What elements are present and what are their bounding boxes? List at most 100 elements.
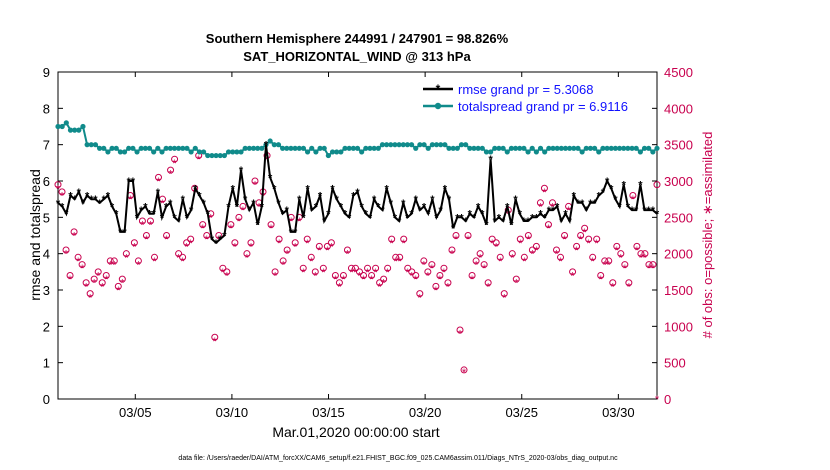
totalspread-point: [205, 152, 211, 159]
rmse-point: *: [617, 201, 622, 213]
totalspread-point: [463, 142, 469, 148]
rmse-point: *: [56, 198, 61, 210]
obs-possible-point: [532, 242, 540, 250]
totalspread-point: [196, 149, 203, 155]
rmse-point: *: [77, 187, 82, 199]
rmse-point: *: [97, 198, 102, 210]
totalspread-point: [209, 152, 215, 159]
obs-assimilated-point: *: [490, 238, 495, 250]
rmse-point: *: [459, 212, 464, 224]
totalspread-point: [246, 145, 252, 151]
obs-assimilated-point: *: [450, 249, 455, 261]
rmse-point: *: [642, 205, 647, 217]
obs-assimilated-point: *: [582, 227, 587, 239]
obs-possible-point: [279, 257, 287, 265]
obs-possible-point: [323, 242, 331, 250]
obs-assimilated-point: *: [615, 245, 620, 257]
legend: * rmse grand pr = 5.3068 totalspread gra…: [418, 78, 650, 118]
obs-assimilated-point: *: [526, 234, 531, 246]
rmse-point: *: [418, 205, 423, 217]
obs-assimilated-point: *: [229, 223, 234, 235]
obs-possible-point: [372, 264, 380, 272]
obs-assimilated-point: *: [237, 216, 242, 228]
y-tick-label: 9: [43, 65, 50, 80]
chart-title: Southern Hemisphere 244991 / 247901 = 98…: [206, 31, 509, 46]
rmse-point: *: [264, 140, 269, 152]
obs-possible-point: [86, 290, 94, 298]
totalspread-point: [329, 149, 336, 155]
obs-possible-point: [400, 235, 408, 243]
totalspread-point: [59, 123, 65, 130]
obs-possible-point: [142, 232, 150, 239]
chart-subtitle: SAT_HORIZONTAL_WIND @ 313 hPa: [243, 49, 471, 64]
totalspread-point: [458, 142, 465, 148]
rmse-point: *: [634, 205, 639, 217]
rmse-point: *: [538, 209, 543, 221]
rmse-point: *: [106, 191, 111, 203]
obs-assimilated-point: *: [651, 263, 656, 275]
rmse-point: *: [60, 201, 65, 213]
obs-possible-point: [516, 235, 524, 243]
rmse-point: *: [505, 201, 510, 213]
rmse-point: *: [580, 198, 585, 210]
rmse-point: *: [68, 191, 73, 203]
rmse-point: *: [547, 205, 552, 217]
obs-possible-point: [617, 250, 625, 258]
obs-possible-point: [585, 235, 593, 243]
rmse-point: *: [289, 227, 294, 239]
rmse-point: *: [122, 227, 127, 239]
totalspread-point: [433, 142, 440, 148]
rmse-point: *: [127, 176, 132, 188]
obs-assimilated-point: *: [176, 252, 181, 264]
obs-possible-point: [569, 268, 577, 276]
obs-assimilated-point: *: [253, 180, 258, 192]
obs-assimilated-point: *: [68, 274, 73, 286]
rmse-point: *: [451, 223, 456, 235]
totalspread-point: [259, 145, 265, 151]
rmse-point: *: [647, 205, 652, 217]
obs-assimilated-point: *: [377, 281, 382, 293]
rmse-point: *: [464, 216, 469, 228]
totalspread-point: [267, 138, 273, 144]
obs-possible-point: [404, 264, 412, 272]
x-axis-label: Mar.01,2020 00:00:00 start: [272, 424, 439, 440]
obs-assimilated-point: *: [357, 270, 362, 282]
rmse-point: *: [172, 212, 177, 224]
obs-possible-point: [183, 239, 191, 247]
totalspread-point: [213, 152, 219, 159]
obs-assimilated-point: *: [225, 270, 230, 282]
obs-assimilated-point: *: [160, 198, 165, 210]
rmse-point: *: [360, 201, 365, 213]
rmse-point: *: [193, 183, 198, 195]
totalspread-point: [76, 127, 82, 133]
obs-assimilated-point: *: [542, 187, 547, 199]
obs-assimilated-point: *: [353, 267, 358, 279]
rmse-point: *: [102, 194, 107, 206]
rmse-point: *: [114, 209, 119, 221]
rmse-point: *: [376, 201, 381, 213]
obs-assimilated-point: *: [317, 245, 322, 257]
rmse-point: *: [622, 180, 627, 192]
obs-possible-point: [380, 275, 388, 283]
obs-assimilated-point: *: [454, 234, 459, 246]
rmse-point: *: [430, 194, 435, 206]
obs-possible-point: [436, 271, 444, 279]
obs-assimilated-point: *: [273, 270, 278, 282]
rmse-point: *: [156, 187, 161, 199]
totalspread-point: [96, 145, 103, 151]
x-tick-label: 03/30: [602, 405, 635, 420]
totalspread-point: [504, 149, 510, 155]
obs-possible-point: [155, 173, 163, 181]
obs-assimilated-point: *: [426, 270, 431, 282]
totalspread-point: [304, 149, 311, 155]
obs-possible-point: [512, 275, 520, 283]
obs-possible-point: [66, 271, 74, 279]
obs-possible-point: [597, 271, 605, 279]
obs-assimilated-point: *: [72, 231, 77, 243]
obs-possible-point: [384, 264, 392, 272]
rmse-point: *: [164, 201, 169, 213]
obs-assimilated-point: *: [558, 256, 563, 268]
rmse-point: *: [534, 212, 539, 224]
obs-possible-point: [396, 253, 404, 261]
rmse-point: *: [447, 194, 452, 206]
